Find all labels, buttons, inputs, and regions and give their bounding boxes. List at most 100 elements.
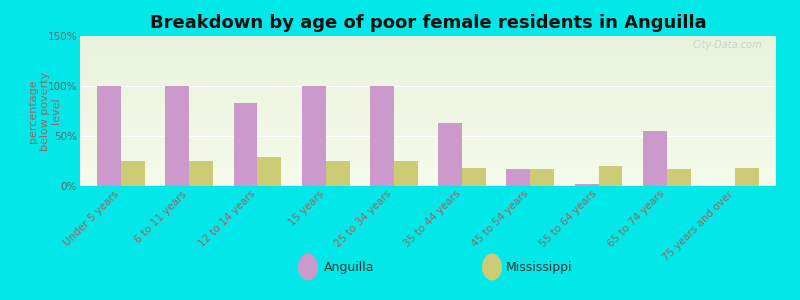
Bar [80,74,776,75]
Bar [80,111,776,113]
Bar [80,70,776,72]
Bar [80,118,776,120]
Bar [121,161,145,186]
Bar [80,58,776,60]
Text: Mississippi: Mississippi [506,260,572,274]
Bar [80,150,776,152]
Bar [80,177,776,178]
Ellipse shape [482,254,502,280]
Bar [80,132,776,134]
Bar [80,167,776,169]
Bar [80,57,776,59]
Title: Breakdown by age of poor female residents in Anguilla: Breakdown by age of poor female resident… [150,14,706,32]
Bar [80,184,776,186]
Bar [80,87,776,88]
Bar [80,100,776,102]
Bar [80,109,776,111]
Bar [80,102,776,103]
Bar [80,36,776,38]
Bar [80,173,776,175]
Bar [80,137,776,139]
Bar [80,64,776,66]
Bar [80,51,776,53]
Bar [80,130,776,132]
Bar [80,60,776,62]
Bar [80,134,776,135]
Bar [80,107,776,109]
Bar [258,157,282,186]
Bar [80,38,776,40]
Bar [80,148,776,150]
Bar [326,161,350,186]
Bar [80,103,776,105]
Bar [80,164,776,165]
Bar [80,154,776,156]
Ellipse shape [298,254,318,280]
Bar [80,162,776,164]
Bar [80,158,776,160]
Bar [80,44,776,45]
Bar [80,120,776,122]
Bar [80,175,776,177]
Bar [80,68,776,70]
Bar [80,75,776,77]
Bar [80,124,776,126]
Bar [189,161,213,186]
Bar [80,49,776,51]
Bar [80,143,776,145]
Bar [80,115,776,117]
Bar [667,169,690,186]
Bar [80,126,776,128]
Bar [80,145,776,147]
Bar [80,160,776,162]
Text: City-Data.com: City-Data.com [693,40,762,50]
Bar [80,180,776,182]
Bar [80,113,776,115]
Bar [370,86,394,186]
Bar [80,105,776,107]
Bar [80,182,776,184]
Bar [506,169,530,186]
Bar [80,77,776,79]
Bar [80,66,776,68]
Bar [80,83,776,85]
Bar [80,45,776,47]
Bar [80,53,776,55]
Bar [80,42,776,43]
Bar [80,90,776,92]
Bar [80,152,776,154]
Bar [80,81,776,83]
Bar [80,147,776,148]
Bar [80,98,776,100]
Bar [80,40,776,42]
Bar [438,123,462,186]
Bar [462,168,486,186]
Bar [574,184,598,186]
Bar [80,135,776,137]
Bar [80,55,776,57]
Bar [80,171,776,173]
Bar [530,169,554,186]
Bar [80,47,776,49]
Bar [80,122,776,124]
Bar [302,86,326,186]
Bar [80,92,776,94]
Bar [166,86,189,186]
Bar [80,139,776,141]
Bar [80,141,776,143]
Bar [97,86,121,186]
Bar [80,165,776,167]
Text: Anguilla: Anguilla [324,260,374,274]
Bar [598,166,622,186]
Y-axis label: percentage
below poverty
level: percentage below poverty level [28,71,62,151]
Bar [643,131,667,186]
Bar [80,178,776,180]
Bar [80,94,776,96]
Bar [80,88,776,90]
Bar [394,161,418,186]
Bar [80,85,776,87]
Bar [80,62,776,64]
Bar [234,103,258,186]
Bar [80,169,776,171]
Bar [80,156,776,158]
